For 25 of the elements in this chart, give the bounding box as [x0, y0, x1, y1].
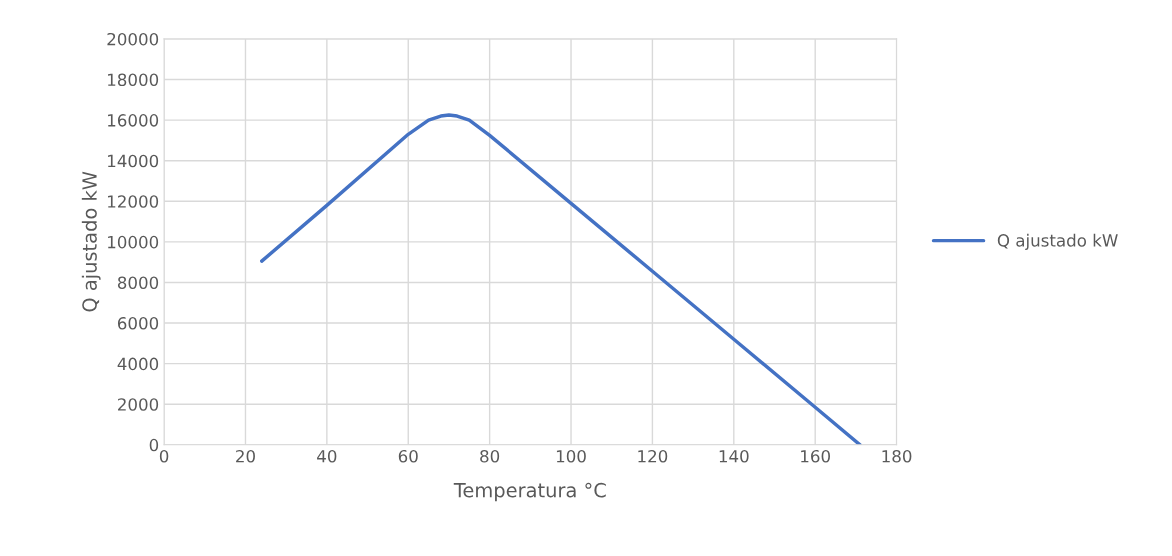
y-tick-label: 18000 [108, 73, 159, 87]
y-tick-label: 2000 [118, 398, 159, 411]
y-tick-label: 10000 [108, 235, 159, 249]
y-tick-label: 0 [149, 438, 159, 452]
y-tick-label: 4000 [117, 357, 159, 371]
x-tick-label: 160 [801, 449, 830, 463]
y-tick-label: 14000 [108, 154, 159, 168]
x-axis-title: Temperatura °C [453, 482, 606, 502]
y-tick-label: 6000 [117, 317, 159, 330]
x-tick-label: 60 [398, 449, 418, 463]
x-tick-label: 20 [236, 449, 255, 463]
legend-label: Q ajustado kW [997, 233, 1118, 250]
y-tick-label: 8000 [117, 276, 159, 290]
x-tick-label: 120 [638, 449, 668, 463]
y-tick-label: 16000 [108, 114, 159, 127]
x-tick-label: 40 [317, 449, 337, 463]
x-tick-label: 140 [719, 449, 749, 463]
y-tick-label: 20000 [107, 32, 159, 46]
x-tick-label: 80 [480, 449, 500, 463]
line-series [260, 113, 862, 445]
x-tick-label: 0 [159, 449, 169, 463]
y-axis-title: Q ajustado kW [81, 171, 101, 312]
x-tick-label: 180 [882, 449, 912, 463]
x-tick-label: 100 [556, 449, 586, 463]
y-tick-label: 12000 [108, 195, 159, 208]
